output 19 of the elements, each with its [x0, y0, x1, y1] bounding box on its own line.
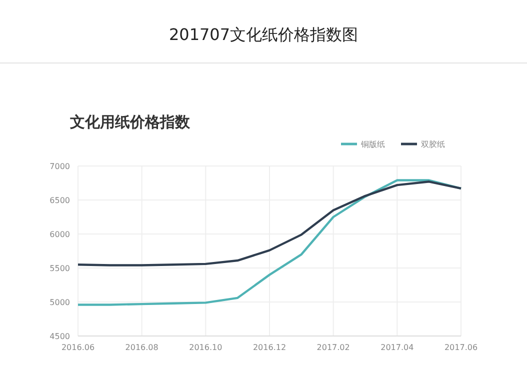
y-tick-label: 5500: [50, 264, 70, 273]
x-tick-label: 2016.10: [189, 343, 222, 352]
legend-label: 铜版纸: [360, 140, 385, 149]
x-tick-label: 2017.02: [316, 343, 350, 352]
y-tick-label: 6500: [50, 196, 70, 205]
y-tick-label: 4500: [50, 332, 70, 341]
x-tick-label: 2016.08: [125, 343, 158, 352]
x-tick-label: 2016.12: [252, 343, 286, 352]
y-tick-label: 6000: [50, 230, 70, 239]
chart-subtitle: 文化用纸价格指数: [69, 113, 191, 131]
x-tick-label: 2016.06: [61, 343, 95, 352]
chart-title: 201707文化纸价格指数图: [168, 25, 358, 44]
line-series: [76, 180, 462, 266]
x-tick-label: 2017.06: [444, 343, 478, 352]
line-series: [76, 179, 462, 306]
legend-label: 双胶纸: [421, 140, 445, 149]
y-tick-label: 7000: [50, 162, 70, 171]
y-tick-label: 5000: [50, 298, 70, 307]
x-tick-label: 2017.04: [380, 343, 414, 352]
